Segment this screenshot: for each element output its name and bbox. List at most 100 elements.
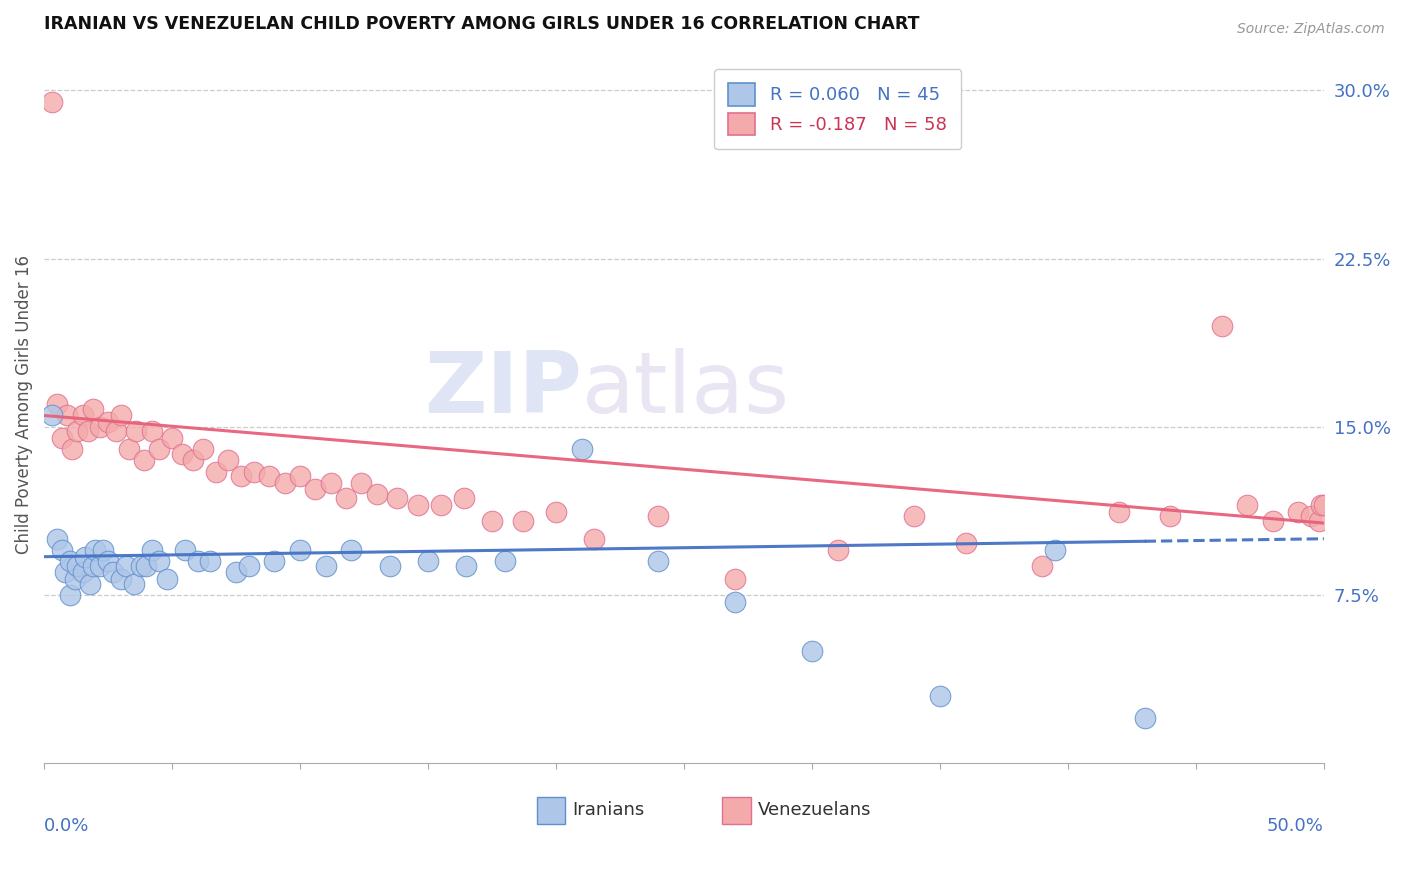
Point (76, 424, 98, 438)
Point (903, 509, 925, 524)
Point (1301, 509, 1323, 524)
Text: 50.0%: 50.0% (1267, 817, 1324, 835)
Point (181, 453, 204, 467)
Point (319, 475, 342, 490)
Text: IRANIAN VS VENEZUELAN CHILD POVERTY AMONG GIRLS UNDER 16 CORRELATION CHART: IRANIAN VS VENEZUELAN CHILD POVERTY AMON… (44, 15, 920, 33)
Point (571, 442, 593, 456)
Point (387, 491, 409, 506)
Point (494, 554, 516, 568)
Point (172, 447, 194, 461)
Point (75, 549, 97, 564)
Point (1031, 558, 1053, 573)
Point (378, 558, 401, 573)
Point (340, 543, 363, 558)
Point (288, 469, 311, 483)
Point (72, 566, 94, 580)
Point (59, 554, 82, 568)
Point (304, 483, 326, 497)
Point (1133, 711, 1156, 725)
Point (89, 419, 111, 434)
Point (97, 415, 120, 429)
Point (453, 491, 475, 506)
FancyBboxPatch shape (723, 797, 751, 824)
Point (51, 431, 73, 445)
Point (97, 554, 120, 568)
Point (66, 558, 89, 573)
Point (243, 465, 266, 479)
Point (406, 498, 429, 512)
Point (72, 409, 94, 423)
Text: atlas: atlas (582, 349, 790, 432)
Point (131, 558, 153, 573)
Point (647, 509, 669, 524)
Point (544, 505, 567, 519)
Point (122, 576, 145, 591)
Point (51, 543, 73, 558)
Point (45, 397, 67, 411)
Point (110, 572, 132, 586)
Point (41, 95, 63, 109)
Point (132, 453, 155, 467)
FancyBboxPatch shape (537, 797, 565, 824)
Point (141, 424, 163, 438)
Point (1236, 498, 1258, 512)
Point (125, 424, 148, 438)
Point (1313, 498, 1336, 512)
Text: Iranians: Iranians (572, 801, 645, 819)
Y-axis label: Child Poverty Among Girls Under 16: Child Poverty Among Girls Under 16 (15, 255, 32, 554)
Point (1310, 498, 1333, 512)
Point (82, 558, 104, 573)
Point (263, 554, 285, 568)
Point (204, 465, 226, 479)
Point (82, 401, 104, 416)
Point (148, 554, 170, 568)
Text: Source: ZipAtlas.com: Source: ZipAtlas.com (1237, 22, 1385, 37)
Point (1108, 505, 1130, 519)
Point (115, 558, 138, 573)
Point (1286, 505, 1309, 519)
Point (929, 689, 952, 703)
Point (200, 554, 222, 568)
Point (160, 431, 183, 445)
Point (238, 558, 260, 573)
Point (827, 543, 849, 558)
Point (724, 572, 747, 586)
Point (955, 536, 977, 550)
Point (1159, 509, 1181, 524)
Point (187, 554, 209, 568)
Point (79, 576, 101, 591)
Point (104, 424, 127, 438)
Point (110, 409, 132, 423)
Point (416, 554, 439, 568)
Point (191, 442, 214, 456)
Point (148, 442, 170, 456)
Point (512, 514, 534, 528)
Point (41, 409, 63, 423)
Point (217, 453, 239, 467)
Point (135, 558, 157, 573)
Point (259, 469, 281, 483)
Point (156, 572, 179, 586)
Point (89, 558, 111, 573)
Point (91, 543, 114, 558)
Text: Venezuelans: Venezuelans (758, 801, 872, 819)
Point (1261, 514, 1284, 528)
Point (273, 475, 295, 490)
Point (117, 442, 139, 456)
Point (1211, 318, 1233, 333)
Point (53, 566, 76, 580)
Point (231, 469, 253, 483)
Point (59, 588, 82, 602)
Point (583, 532, 606, 546)
Point (60, 442, 83, 456)
Point (481, 514, 503, 528)
Text: 0.0%: 0.0% (44, 817, 90, 835)
Point (647, 554, 669, 568)
Point (173, 543, 195, 558)
Point (225, 566, 247, 580)
Point (1308, 514, 1330, 528)
Point (141, 543, 163, 558)
Point (1043, 543, 1066, 558)
Point (84, 543, 107, 558)
Point (456, 558, 478, 573)
